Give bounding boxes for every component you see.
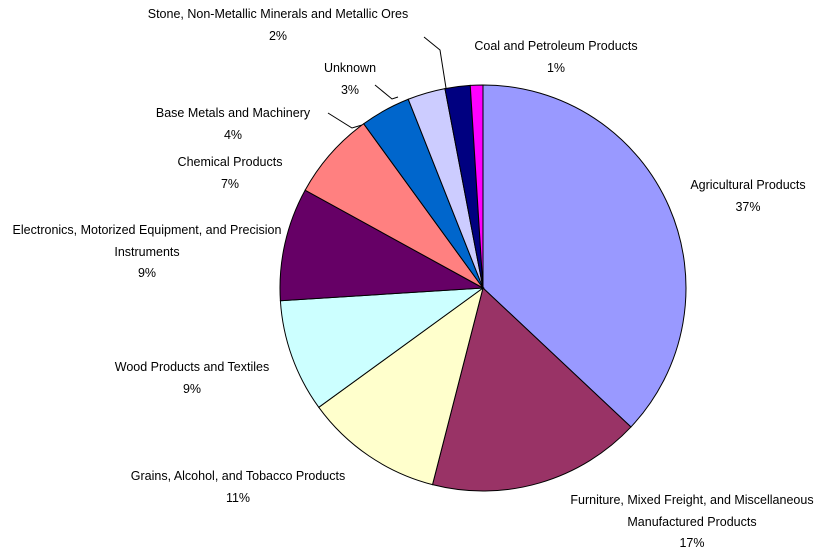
- percent-label: 7%: [220, 176, 240, 191]
- percent-label: 9%: [182, 381, 202, 396]
- slice-label: Wood Products and Textiles 9%: [92, 357, 292, 400]
- category-label: Chemical Products: [177, 155, 283, 169]
- leader-line: [327, 112, 363, 129]
- percent-label: 3%: [340, 82, 360, 97]
- category-label: Electronics, Motorized Equipment, and Pr…: [12, 223, 282, 259]
- slice-label: Coal and Petroleum Products 1%: [441, 36, 671, 79]
- category-label: Furniture, Mixed Freight, and Miscellane…: [570, 493, 814, 529]
- slice-label: Electronics, Motorized Equipment, and Pr…: [12, 220, 282, 285]
- percent-label: 9%: [137, 266, 157, 280]
- category-label: Wood Products and Textiles: [114, 360, 270, 374]
- leader-line: [423, 36, 447, 89]
- category-label: Stone, Non-Metallic Minerals and Metalli…: [147, 7, 409, 21]
- slice-label: Furniture, Mixed Freight, and Miscellane…: [547, 490, 834, 551]
- slice-label: Base Metals and Machinery 4%: [133, 103, 333, 146]
- slice-label: Chemical Products 7%: [150, 152, 310, 195]
- category-label: Agricultural Products: [690, 178, 806, 192]
- pie-slice: [431, 287, 632, 492]
- pie-slice: [279, 189, 485, 302]
- category-label: Coal and Petroleum Products: [474, 39, 638, 53]
- percent-label: 4%: [223, 127, 243, 142]
- percent-label: 1%: [546, 60, 566, 75]
- percent-label: 37%: [735, 199, 761, 214]
- pie-slice: [482, 84, 687, 428]
- category-label: Base Metals and Machinery: [155, 106, 311, 120]
- percent-label: 17%: [679, 536, 705, 550]
- percent-label: 2%: [268, 28, 288, 43]
- pie-slice: [279, 287, 485, 409]
- slice-label: Stone, Non-Metallic Minerals and Metalli…: [138, 4, 418, 47]
- pie-slice: [318, 286, 484, 486]
- slice-label: Agricultural Products 37%: [648, 175, 834, 218]
- pie-slice: [469, 84, 484, 289]
- category-label: Unknown: [323, 61, 377, 75]
- leader-line: [374, 84, 399, 100]
- percent-label: 11%: [225, 490, 251, 505]
- slice-label: Grains, Alcohol, and Tobacco Products 11%: [88, 466, 388, 509]
- category-label: Grains, Alcohol, and Tobacco Products: [130, 469, 346, 483]
- slice-label: Unknown 3%: [310, 58, 390, 101]
